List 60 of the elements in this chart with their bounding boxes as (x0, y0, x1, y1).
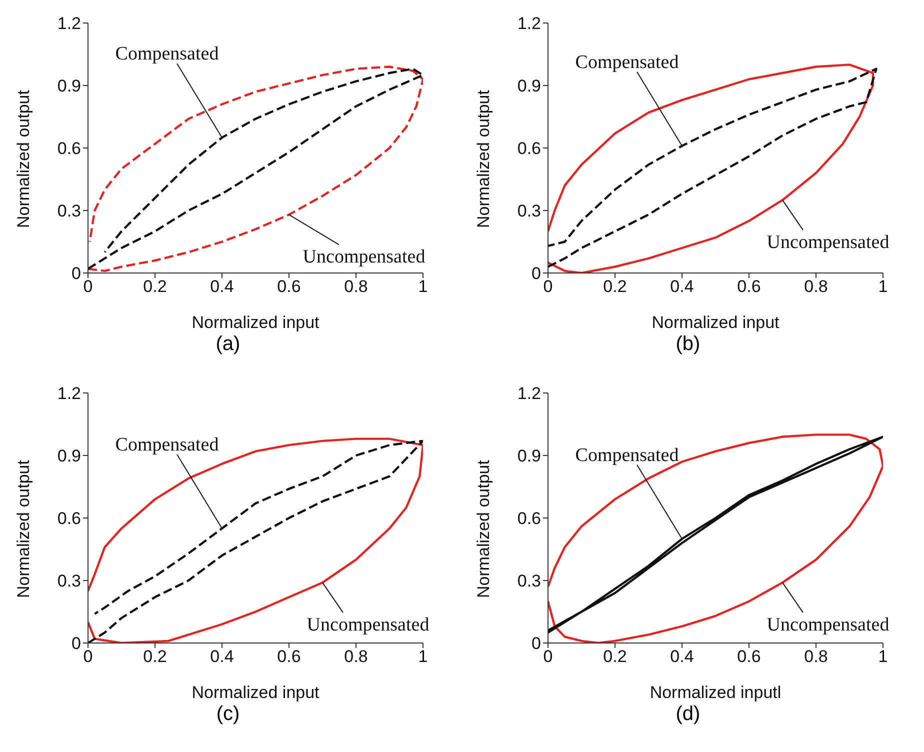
x-tick-label: 0.8 (804, 277, 828, 296)
text: (c) (215, 703, 241, 726)
y-tick-label: 0.9 (57, 76, 81, 96)
x-axis-title: Normalized inputl (650, 683, 782, 702)
y-tick-label: 0.3 (517, 202, 541, 221)
x-tick-label: 0.8 (344, 647, 368, 666)
text: (b) (674, 333, 702, 356)
y-tick-label: 1.2 (57, 384, 81, 404)
x-tick-label: 0.8 (344, 277, 368, 296)
y-tick-label: 0.9 (517, 76, 541, 96)
y-tick-label: 1.2 (517, 384, 541, 404)
annotation: Uncompensated (306, 614, 430, 636)
x-axis-title: Normalized input (192, 313, 320, 332)
x-tick-label: 0.8 (804, 647, 828, 666)
text: (d) (674, 703, 702, 726)
y-tick-label: 1.2 (57, 14, 81, 34)
y-tick-label: 0.9 (57, 446, 81, 466)
x-tick-label: 0.4 (210, 647, 234, 666)
y-tick-label: 0.3 (57, 202, 81, 221)
y-tick-label: 0 (72, 634, 81, 654)
annotation: Uncompensated (766, 232, 890, 254)
y-tick-label: 0 (72, 264, 81, 284)
annotation: Compensated (115, 434, 220, 456)
y-tick-label: 1.2 (517, 14, 541, 34)
x-tick-label: 1 (878, 277, 888, 296)
x-tick-label: 0.6 (277, 647, 301, 666)
x-tick-label: 0.2 (603, 647, 627, 666)
text: (a) (214, 333, 242, 356)
x-tick-label: 0.2 (143, 277, 167, 296)
y-tick-label: 0.6 (57, 509, 81, 528)
y-axis-title: Normalized output (474, 460, 494, 598)
y-tick-label: 0 (532, 264, 541, 284)
x-tick-label: 0.4 (670, 277, 694, 296)
annotation: Compensated (115, 44, 220, 65)
x-tick-label: 0.4 (210, 277, 234, 296)
x-tick-label: 0.4 (670, 647, 694, 666)
y-axis-title: Normalized output (474, 90, 494, 228)
y-axis-title: Normalized output (14, 90, 34, 228)
x-tick-label: 0.2 (143, 647, 167, 666)
x-tick-label: 1 (418, 277, 428, 296)
x-tick-label: 1 (878, 647, 888, 666)
x-tick-label: 0.6 (737, 647, 761, 666)
x-tick-label: 1 (418, 647, 428, 666)
x-axis-title: Normalized input (652, 313, 780, 332)
annotation: Compensated (575, 444, 680, 466)
annotation: Compensated (575, 52, 680, 73)
x-tick-label: 0.6 (737, 277, 761, 296)
y-tick-label: 0.6 (517, 509, 541, 528)
annotation: Uncompensated (766, 614, 890, 636)
y-tick-label: 0.3 (57, 572, 81, 591)
y-tick-label: 0.6 (57, 139, 81, 158)
y-tick-label: 0.6 (517, 139, 541, 158)
annotation: Uncompensated (302, 246, 426, 268)
x-axis-title: Normalized input (192, 683, 320, 702)
y-tick-label: 0 (532, 634, 541, 654)
x-tick-label: 0.2 (603, 277, 627, 296)
y-axis-title: Normalized output (14, 460, 34, 598)
x-tick-label: 0.6 (277, 277, 301, 296)
y-tick-label: 0.3 (517, 572, 541, 591)
y-tick-label: 0.9 (517, 446, 541, 466)
